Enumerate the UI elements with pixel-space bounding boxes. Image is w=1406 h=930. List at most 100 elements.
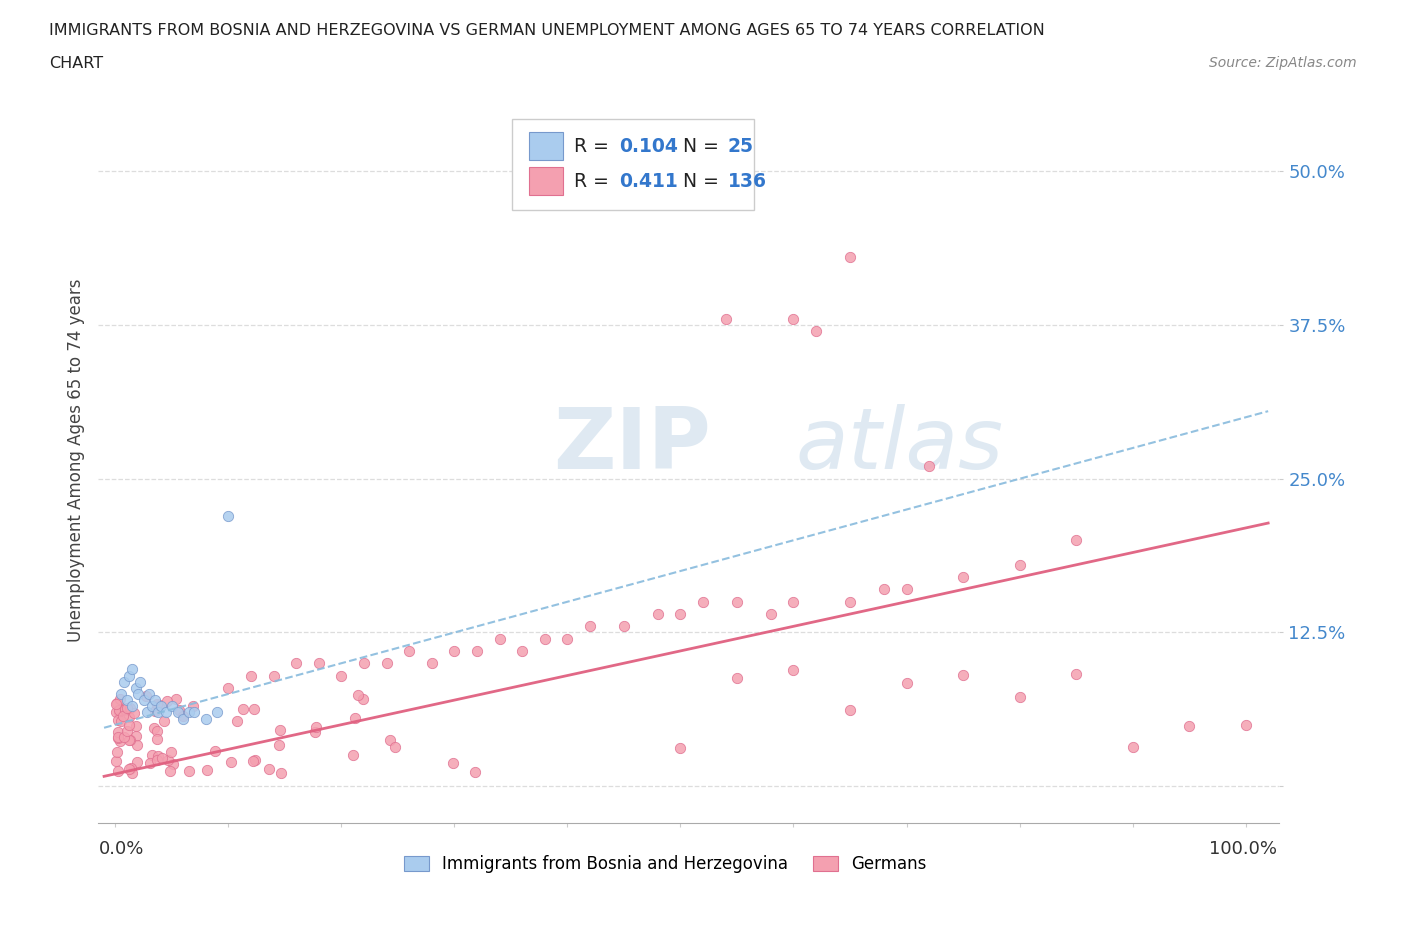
Point [557, 631, 579, 646]
Point [135, 688, 157, 703]
Point [692, 189, 714, 204]
Point [142, 721, 165, 736]
Point [1008, 557, 1031, 572]
Point [105, 744, 128, 759]
Point [1008, 689, 1031, 704]
Text: 25: 25 [728, 137, 754, 155]
Point [110, 703, 132, 718]
Point [839, 250, 862, 265]
Point [647, 606, 669, 621]
Point [952, 570, 974, 585]
Point [243, 702, 266, 717]
Point [107, 712, 129, 727]
Point [714, 312, 737, 326]
Point [167, 703, 190, 718]
Point [918, 459, 941, 474]
Point [579, 618, 602, 633]
Text: 0.0%: 0.0% [98, 841, 143, 858]
Text: 0.411: 0.411 [619, 171, 678, 191]
Text: 100.0%: 100.0% [1209, 841, 1277, 858]
Point [534, 631, 557, 646]
Point [1064, 533, 1087, 548]
Point [384, 740, 406, 755]
Point [141, 698, 163, 713]
Point [118, 701, 141, 716]
Point [127, 686, 149, 701]
Point [304, 724, 326, 739]
Point [242, 753, 264, 768]
Point [108, 691, 131, 706]
Point [132, 693, 155, 708]
Point [146, 753, 169, 768]
Point [107, 731, 129, 746]
Point [110, 686, 132, 701]
Text: IMMIGRANTS FROM BOSNIA AND HERZEGOVINA VS GERMAN UNEMPLOYMENT AMONG AGES 65 TO 7: IMMIGRANTS FROM BOSNIA AND HERZEGOVINA V… [49, 23, 1045, 38]
Point [217, 508, 239, 523]
Point [108, 702, 131, 717]
Point [112, 674, 135, 689]
Point [162, 756, 184, 771]
Point [669, 606, 692, 621]
Point [441, 756, 464, 771]
Point [1064, 667, 1087, 682]
Point [172, 711, 194, 726]
Point [138, 686, 160, 701]
Point [353, 656, 375, 671]
Point [219, 754, 242, 769]
Point [692, 594, 714, 609]
Text: R =: R = [575, 171, 616, 191]
Point [896, 675, 918, 690]
FancyBboxPatch shape [530, 132, 562, 160]
Point [669, 741, 692, 756]
Point [112, 709, 135, 724]
FancyBboxPatch shape [512, 119, 754, 210]
Point [232, 702, 254, 717]
Text: CHART: CHART [49, 56, 103, 71]
Point [146, 697, 169, 711]
Point [139, 756, 162, 771]
Point [148, 698, 170, 712]
Point [896, 582, 918, 597]
Point [148, 749, 170, 764]
Text: 0.104: 0.104 [619, 137, 678, 155]
Text: atlas: atlas [796, 405, 1004, 487]
Point [259, 762, 281, 777]
Point [839, 594, 862, 609]
Point [1178, 719, 1201, 734]
Point [143, 704, 166, 719]
Point [149, 698, 172, 713]
Point [347, 687, 370, 702]
Point [782, 594, 804, 609]
Point [225, 713, 247, 728]
Point [166, 705, 188, 720]
Point [305, 719, 328, 734]
Point [443, 644, 465, 658]
Point [217, 681, 239, 696]
Point [143, 693, 166, 708]
Point [195, 763, 218, 777]
Point [160, 698, 183, 713]
Point [398, 644, 420, 658]
Point [120, 732, 142, 747]
Point [269, 737, 291, 752]
Point [115, 693, 138, 708]
Point [104, 753, 127, 768]
Point [873, 582, 896, 597]
Point [125, 728, 148, 743]
Text: 136: 136 [728, 171, 766, 191]
Point [375, 656, 398, 671]
Point [114, 703, 136, 718]
Point [104, 697, 127, 711]
Point [205, 705, 228, 720]
Point [121, 698, 143, 713]
Point [165, 691, 187, 706]
Point [308, 656, 330, 671]
Point [107, 730, 129, 745]
Point [155, 705, 177, 720]
Point [159, 764, 181, 778]
Point [378, 732, 401, 747]
Point [129, 674, 152, 689]
Point [141, 748, 163, 763]
Point [117, 724, 139, 738]
Point [352, 691, 374, 706]
